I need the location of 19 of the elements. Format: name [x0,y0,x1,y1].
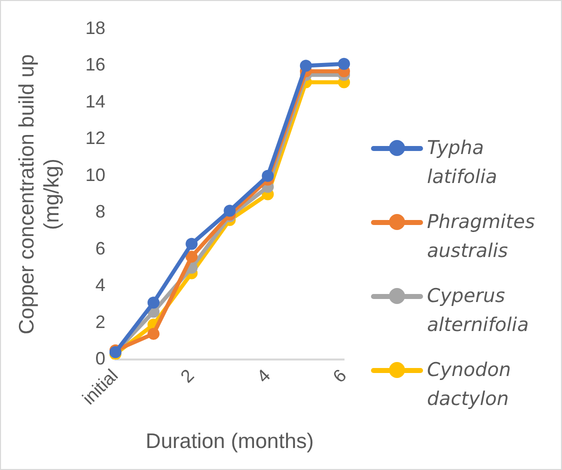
y-axis-title: Copper concentration build up (mg/kg) [15,54,64,334]
x-tick-label: 6 [329,365,350,387]
x-tick-label: 4 [252,365,274,387]
x-tick-label: 2 [176,365,198,387]
y-tick-label: 12 [85,128,106,148]
y-tick-label: 0 [95,348,106,368]
y-tick-label: 18 [85,18,106,38]
y-tick-label: 16 [85,54,106,75]
legend-label: Cynodon dactylon [427,358,512,412]
y-tick-label: 2 [95,312,106,332]
y-tick-label: 10 [85,164,106,185]
y-tick-label: 8 [95,202,106,222]
legend-label: Phragmites australis [427,210,536,264]
y-tick-label: 4 [95,275,106,296]
y-tick-label: 14 [85,91,106,112]
legend-label: Typha latifolia [427,136,498,190]
legend-label: Cyperus alternifolia [427,284,530,338]
y-tick-label: 6 [95,238,106,258]
x-axis-title: Duration (months) [146,430,314,454]
